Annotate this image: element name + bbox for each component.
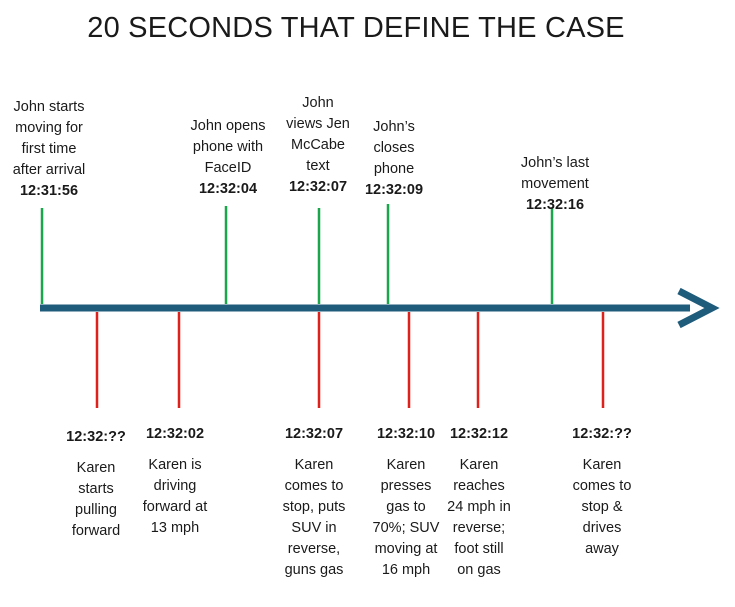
john-event-2-text: John opens phone with FaceID bbox=[190, 118, 266, 176]
john-event-1-time: 12:31:56 bbox=[19, 183, 79, 199]
karen-event-2-time: 12:32:02 bbox=[145, 426, 205, 442]
karen-event-3-time: 12:32:07 bbox=[284, 426, 344, 442]
karen-event-4-time: 12:32:10 bbox=[376, 426, 436, 442]
karen-event-4-text: Karen presses gas to 70%; SUV moving at … bbox=[372, 457, 440, 578]
john-event-3-text: John views Jen McCabe text bbox=[286, 95, 350, 174]
karen-event-1-time: 12:32:?? bbox=[66, 429, 126, 445]
karen-event-6-text: Karen comes to stop & drives away bbox=[572, 457, 632, 557]
karen-event-2: 12:32:02 Karen is driving forward at 13 … bbox=[143, 424, 207, 539]
john-event-3: John views Jen McCabe text 12:32:07 bbox=[286, 93, 350, 198]
karen-event-1-text: Karen starts pulling forward bbox=[71, 460, 121, 539]
john-event-1-text: John starts moving for first time after … bbox=[12, 99, 86, 178]
karen-event-2-text: Karen is driving forward at 13 mph bbox=[142, 457, 208, 536]
john-event-4-time: 12:32:09 bbox=[364, 182, 424, 198]
karen-event-5: 12:32:12 Karen reaches 24 mph in reverse… bbox=[447, 424, 511, 581]
john-event-4: John’s closes phone 12:32:09 bbox=[365, 117, 423, 201]
john-event-5-time: 12:32:16 bbox=[525, 197, 585, 213]
karen-event-1: 12:32:?? Karen starts pulling forward bbox=[66, 427, 126, 542]
karen-event-5-time: 12:32:12 bbox=[449, 426, 509, 442]
karen-event-3: 12:32:07 Karen comes to stop, puts SUV i… bbox=[283, 424, 346, 581]
john-event-1: John starts moving for first time after … bbox=[13, 97, 86, 202]
john-event-5-text: John’s last movement bbox=[520, 155, 590, 192]
karen-event-6: 12:32:?? Karen comes to stop & drives aw… bbox=[572, 424, 632, 560]
john-event-2: John opens phone with FaceID 12:32:04 bbox=[191, 116, 266, 200]
john-event-3-time: 12:32:07 bbox=[288, 179, 348, 195]
karen-event-4: 12:32:10 Karen presses gas to 70%; SUV m… bbox=[373, 424, 440, 581]
john-event-2-time: 12:32:04 bbox=[198, 181, 258, 197]
karen-event-6-time: 12:32:?? bbox=[572, 426, 632, 442]
timeline-arrowhead bbox=[677, 287, 720, 329]
john-event-4-text: John’s closes phone bbox=[373, 119, 415, 177]
john-event-5: John’s last movement 12:32:16 bbox=[521, 153, 589, 216]
diagram-title: 20 SECONDS THAT DEFINE THE CASE bbox=[87, 12, 625, 44]
karen-event-5-text: Karen reaches 24 mph in reverse; foot st… bbox=[447, 457, 511, 578]
karen-event-3-text: Karen comes to stop, puts SUV in reverse… bbox=[282, 457, 346, 578]
